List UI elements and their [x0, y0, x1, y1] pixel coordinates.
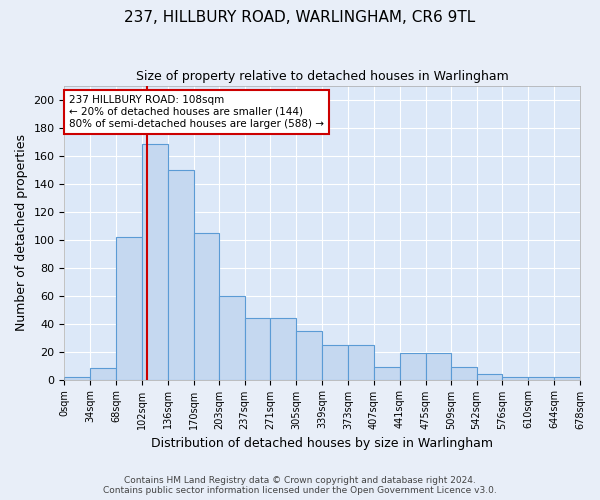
Text: Contains HM Land Registry data © Crown copyright and database right 2024.
Contai: Contains HM Land Registry data © Crown c…	[103, 476, 497, 495]
Bar	[374, 367, 400, 380]
Bar	[90, 368, 116, 380]
Bar	[116, 237, 142, 380]
Bar	[476, 374, 502, 380]
Bar	[296, 330, 322, 380]
Bar	[554, 377, 580, 380]
Bar	[400, 353, 425, 380]
Title: Size of property relative to detached houses in Warlingham: Size of property relative to detached ho…	[136, 70, 509, 83]
Bar	[219, 296, 245, 380]
Bar	[194, 232, 219, 380]
Bar	[528, 377, 554, 380]
Bar	[502, 377, 528, 380]
Bar	[168, 170, 194, 380]
Text: 237 HILLBURY ROAD: 108sqm
← 20% of detached houses are smaller (144)
80% of semi: 237 HILLBURY ROAD: 108sqm ← 20% of detac…	[69, 96, 324, 128]
X-axis label: Distribution of detached houses by size in Warlingham: Distribution of detached houses by size …	[151, 437, 493, 450]
Y-axis label: Number of detached properties: Number of detached properties	[15, 134, 28, 331]
Bar	[271, 318, 296, 380]
Bar	[245, 318, 271, 380]
Bar	[64, 377, 90, 380]
Bar	[348, 344, 374, 380]
Bar	[322, 344, 348, 380]
Bar	[425, 353, 451, 380]
Bar	[451, 367, 476, 380]
Bar	[142, 144, 168, 380]
Text: 237, HILLBURY ROAD, WARLINGHAM, CR6 9TL: 237, HILLBURY ROAD, WARLINGHAM, CR6 9TL	[124, 10, 476, 25]
